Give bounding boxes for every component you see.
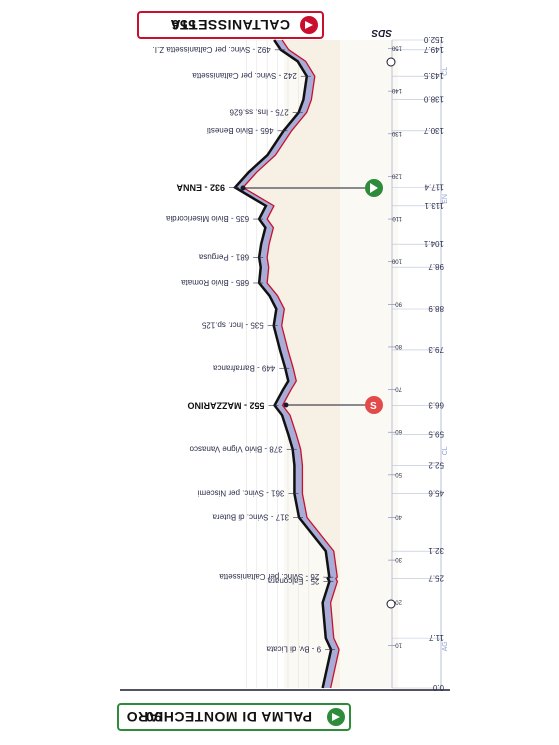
waypoint-label: 25 - Falconara [267, 576, 319, 585]
feed-icon [386, 57, 396, 67]
waypoint-label: 275 - Ins. ss.626 [229, 107, 289, 116]
km-label: 32.1 [428, 546, 444, 555]
profile-line [241, 39, 340, 689]
waypoint-label: 449 - Barrafranca [212, 363, 275, 372]
sprint-icon [365, 396, 383, 414]
waypoint-label: 378 - Bivio Vigne Vanasco [189, 444, 283, 453]
km-label: 66.3 [428, 400, 444, 409]
km-tick-label: 150 [391, 45, 402, 51]
climb-arrow-icon [370, 183, 378, 193]
km-label: 45.6 [428, 489, 444, 498]
waypoint-label: 681 - Pergusa [198, 252, 249, 261]
waypoint-label: 361 - Svinc. per Niscemi [198, 489, 285, 498]
waypoint-label: 242 - Svinc. per Caltanissetta [192, 71, 297, 80]
km-label: 130.7 [423, 126, 444, 135]
km-label: 117.4 [424, 183, 444, 192]
km-tick-label: 130 [391, 130, 402, 136]
km-tick-label: 30 [395, 556, 402, 562]
km-rules: 10 20 30 40 50 60 70 80 90 100 110 120 130 140 150 [388, 39, 441, 689]
start-name: PALMA DI MONTECHIARO [126, 709, 312, 725]
km-tick-label: 110 [392, 215, 402, 221]
profile-fill [243, 40, 340, 688]
sds-logo: SDS [371, 27, 392, 38]
km-tick-label: 100 [391, 258, 402, 264]
km-tick-label: 60 [395, 428, 402, 434]
waypoint-label: 535 - Incr. sp.125 [201, 321, 263, 330]
start-flag-icon [332, 713, 340, 721]
zone-label: EN [442, 194, 449, 204]
km-label: 143.5 [423, 71, 444, 80]
zone-label: CL [442, 446, 449, 455]
km-tick-label: 140 [391, 87, 402, 93]
waypoint-label: 9 - Bv. di Licata [266, 645, 321, 654]
start-altitude: 90 [145, 709, 162, 725]
km-label: 98.7 [428, 262, 444, 271]
km-tick-label: 90 [395, 300, 402, 306]
km-tick-label: 80 [395, 343, 402, 349]
start-badge: PALMA DI MONTECHIARO 90 [117, 703, 351, 731]
km-label: 152.0 [423, 35, 444, 44]
finish-badge: CALTANISSETTA 556 [137, 11, 324, 39]
waypoint-label: 685 - Bivio Romata [181, 278, 250, 287]
waypoint-label: 635 - Bivio Misericordia [165, 214, 249, 223]
zone-label: CL [442, 67, 449, 76]
km-label: 104.1 [423, 239, 444, 248]
city-label: 552 - MAZZARINO [188, 400, 265, 410]
sprint-glyph-icon: S [370, 401, 377, 412]
km-tick-label: 10 [395, 641, 402, 647]
water-points [386, 57, 396, 609]
km-label: 59.5 [428, 429, 444, 438]
km-label: 138.0 [423, 95, 444, 104]
city-label: 932 - ENNA [176, 183, 225, 193]
mazzarino-marker: S [283, 396, 383, 414]
province-zones: AG CL EN CL [442, 67, 449, 652]
km-label: 52.2 [428, 460, 444, 469]
km-label: 79.3 [428, 345, 444, 354]
km-tick-label: 120 [391, 172, 402, 178]
finish-altitude: 556 [171, 17, 196, 33]
km-label: 25.7 [428, 573, 444, 582]
enna-marker [240, 179, 383, 197]
waypoint-label: 26 - Svinc. per Caltanissetta [219, 572, 320, 581]
km-tick-label: 50 [395, 471, 402, 477]
km-labels: 0.0 11.7 25.7 32.1 45.6 52.2 59.5 66.3 79.3 88.9 9… [423, 35, 444, 692]
km-tick-label: 20 [395, 599, 402, 605]
feed-icon [386, 599, 396, 609]
km-label: 11.7 [428, 633, 444, 642]
finish-name: CALTANISSETTA [170, 17, 290, 33]
zone-label: AG [442, 641, 449, 651]
finish-flag-icon [305, 21, 313, 29]
km-label: 113.1 [424, 201, 444, 210]
waypoint-label: 317 - Svinc. di Butera [212, 512, 289, 521]
km-label: 88.9 [428, 304, 444, 313]
km-label: 149.7 [423, 45, 444, 54]
km-tick-label: 70 [395, 386, 402, 392]
km-label: 0.0 [432, 683, 444, 692]
km-tick-label: 40 [395, 513, 402, 519]
waypoint-label: 465 - Bivio Benesti [207, 126, 274, 135]
waypoint-label: 492 - Svinc. per Caltanissetta Z.I. [153, 45, 271, 54]
